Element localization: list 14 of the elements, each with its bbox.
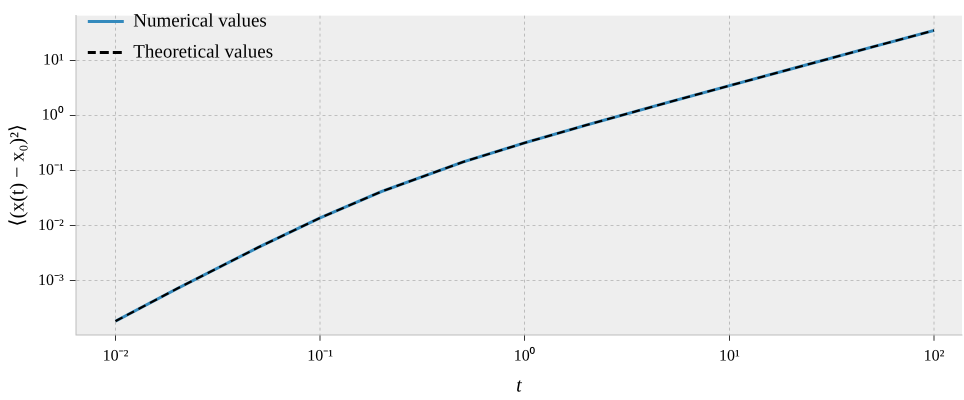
y-tick-label: 10¹ bbox=[43, 52, 64, 69]
x-tick-label: 10⁻² bbox=[102, 348, 129, 365]
y-tick-label: 10⁻³ bbox=[38, 272, 64, 289]
y-axis-title: ⟨(x(t) − x₀)²⟩ bbox=[6, 124, 28, 226]
x-axis-title: t bbox=[516, 374, 522, 396]
y-tick-label: 10⁻¹ bbox=[38, 162, 64, 179]
legend-label: Theoretical values bbox=[133, 41, 274, 62]
x-tick-label: 10¹ bbox=[718, 348, 740, 365]
x-tick-label: 10⁻¹ bbox=[307, 348, 334, 365]
x-tick-label: 10² bbox=[924, 348, 945, 365]
y-tick-label: 10⁰ bbox=[42, 106, 64, 124]
x-tick-label: 10⁰ bbox=[514, 346, 536, 365]
legend-label: Numerical values bbox=[133, 10, 267, 32]
y-tick-label: 10⁻² bbox=[38, 216, 64, 234]
